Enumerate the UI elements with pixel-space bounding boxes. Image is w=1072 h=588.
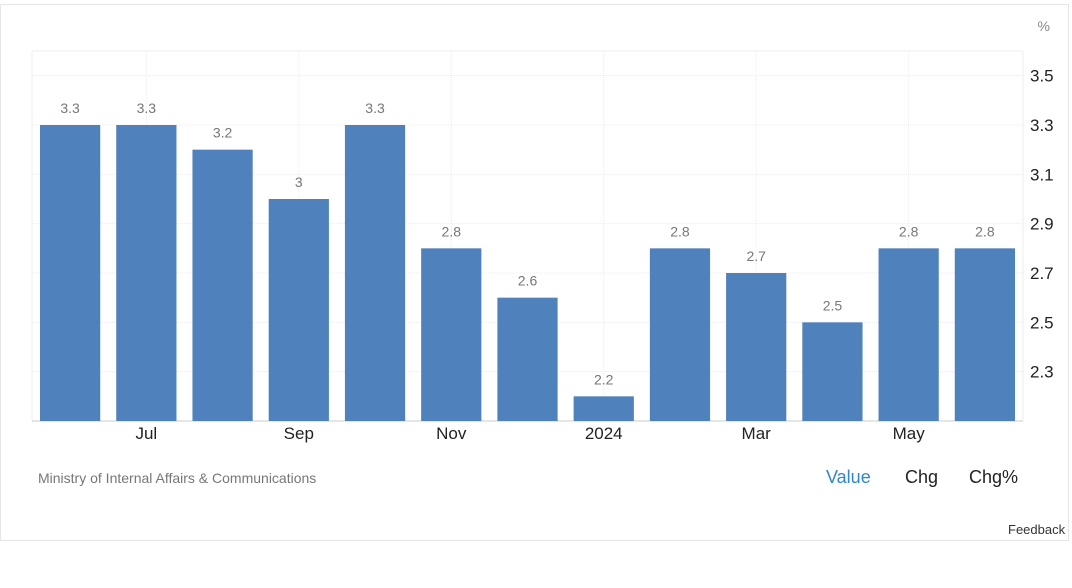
bar-value-label: 3.3 — [365, 100, 385, 116]
bar[interactable] — [726, 273, 787, 421]
x-tick-label: Nov — [436, 424, 467, 443]
y-tick-label: 2.3 — [1030, 363, 1054, 382]
y-tick-label: 2.9 — [1030, 215, 1054, 234]
y-tick-label: 3.1 — [1030, 165, 1054, 184]
y-tick-label: 2.5 — [1030, 313, 1054, 332]
bar[interactable] — [802, 322, 863, 421]
bar-value-label: 2.8 — [442, 223, 462, 239]
x-tick-label: Sep — [284, 424, 314, 443]
x-tick-label: Mar — [742, 424, 772, 443]
bar-value-label: 3.2 — [213, 125, 233, 141]
bar-value-label: 3.3 — [60, 100, 80, 116]
tab-chg-percent[interactable]: Chg% — [969, 467, 1019, 487]
chart-y-tick-labels: 2.3 2.5 2.7 2.9 3.1 3.3 3.5 — [1030, 67, 1054, 382]
bar-value-label: 2.8 — [670, 223, 690, 239]
y-tick-label: 3.5 — [1030, 67, 1054, 86]
bar-chart: 3.3 3.3 3.2 3 3.3 2.8 2.6 2.2 2.8 2.7 2.5 2.8 2.8 Ju… — [31, 18, 1054, 443]
bar-value-label: 2.8 — [975, 223, 995, 239]
feedback-link[interactable]: Feedback — [1008, 522, 1066, 537]
bar-value-label: 3 — [295, 174, 303, 190]
tab-chg[interactable]: Chg — [905, 467, 939, 487]
view-tabs: Value Chg Chg% — [0, 467, 1072, 491]
chart-bars — [40, 125, 1015, 421]
y-tick-label: 3.3 — [1030, 116, 1054, 135]
x-tick-label: Jul — [135, 424, 157, 443]
bar-value-label: 2.5 — [823, 297, 843, 313]
bar-value-label: 2.8 — [899, 223, 919, 239]
bar[interactable] — [116, 125, 177, 421]
bar-value-label: 2.7 — [746, 248, 766, 264]
chart-value-labels: 3.3 3.3 3.2 3 3.3 2.8 2.6 2.2 2.8 2.7 2.5 2.8 2.8 — [60, 100, 994, 387]
bar[interactable] — [40, 125, 101, 421]
x-tick-label: May — [893, 424, 926, 443]
y-axis-unit: % — [1038, 18, 1050, 34]
bar[interactable] — [954, 248, 1015, 421]
bar-value-label: 2.6 — [518, 273, 538, 289]
bar-value-label: 2.2 — [594, 371, 614, 387]
x-tick-label: 2024 — [585, 424, 623, 443]
bar[interactable] — [649, 248, 711, 421]
source-label: Ministry of Internal Affairs & Communica… — [38, 470, 317, 486]
bar[interactable] — [497, 297, 558, 421]
y-tick-label: 2.7 — [1030, 264, 1054, 283]
tab-value[interactable]: Value — [826, 467, 871, 487]
bar[interactable] — [268, 199, 329, 421]
bar[interactable] — [421, 248, 482, 421]
chart-x-tick-labels: Jul Sep Nov 2024 Mar May — [135, 424, 925, 443]
bar[interactable] — [344, 125, 406, 421]
bar[interactable] — [573, 396, 634, 421]
bar[interactable] — [878, 248, 939, 421]
bar-value-label: 3.3 — [137, 100, 157, 116]
bar[interactable] — [192, 149, 253, 421]
